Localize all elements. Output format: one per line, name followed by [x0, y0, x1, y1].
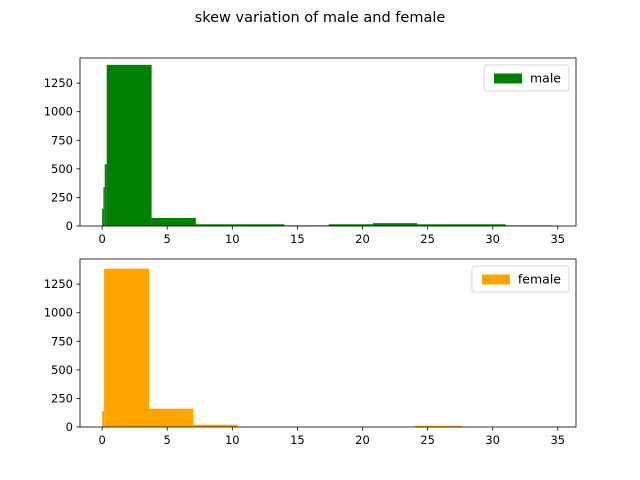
bar-male-10 — [417, 224, 462, 226]
y-tick-label: 500 — [51, 162, 73, 176]
y-tick-label: 750 — [51, 334, 73, 348]
x-tick-label: 0 — [98, 433, 105, 447]
x-tick-label: 30 — [485, 232, 500, 246]
x-tick-label: 20 — [355, 433, 370, 447]
x-tick-label: 30 — [485, 433, 500, 447]
y-tick-label: 0 — [66, 219, 73, 233]
y-tick-label: 1000 — [44, 306, 73, 320]
y-tick-label: 1250 — [44, 277, 73, 291]
legend-swatch — [494, 73, 522, 84]
figure-title: skew variation of male and female — [195, 10, 446, 26]
x-tick-label: 25 — [420, 232, 435, 246]
bar-female-8 — [414, 425, 462, 427]
y-tick-label: 250 — [51, 190, 73, 204]
bar-male-5 — [195, 224, 241, 226]
bar-male-3 — [106, 64, 152, 226]
y-tick-label: 500 — [51, 363, 73, 377]
x-tick-label: 15 — [290, 232, 305, 246]
y-tick-label: 1000 — [44, 105, 73, 119]
x-tick-label: 25 — [420, 433, 435, 447]
bar-female-3 — [193, 424, 238, 427]
bar-female-1 — [104, 268, 149, 427]
bar-female-2 — [149, 408, 194, 427]
axes-frame — [79, 57, 577, 227]
bar-male-1 — [103, 187, 105, 226]
x-tick-label: 35 — [550, 232, 565, 246]
legend: male — [483, 64, 570, 92]
legend: female — [471, 265, 570, 293]
x-tick-label: 5 — [164, 433, 171, 447]
x-tick-label: 35 — [550, 433, 565, 447]
y-tick-label: 250 — [51, 391, 73, 405]
x-tick-label: 10 — [225, 433, 240, 447]
x-tick-label: 15 — [290, 433, 305, 447]
bar-male-6 — [240, 224, 285, 226]
legend-swatch — [481, 274, 510, 285]
axes-frame — [79, 258, 577, 428]
bar-male-9 — [372, 223, 418, 226]
x-tick-label: 0 — [98, 232, 105, 246]
male-histogram: 0 5 10 15 20 25 30 35 0 250 500 750 1000 1250 male — [44, 57, 577, 246]
y-tick-label: 1250 — [44, 76, 73, 90]
x-tick-label: 10 — [225, 232, 240, 246]
bar-female-0 — [102, 411, 105, 427]
bar-male-11 — [461, 224, 506, 226]
x-tick-label: 5 — [164, 232, 171, 246]
legend-box — [471, 265, 570, 293]
bar-male-2 — [104, 164, 107, 226]
x-tick-label: 20 — [355, 232, 370, 246]
legend-label: male — [530, 71, 561, 86]
y-tick-label: 0 — [66, 420, 73, 434]
legend-label: female — [518, 272, 561, 287]
legend-box — [483, 64, 570, 92]
y-tick-label: 750 — [51, 133, 73, 147]
bar-male-0 — [102, 208, 104, 226]
bar-male-8 — [328, 224, 373, 226]
bar-male-4 — [151, 218, 196, 226]
female-histogram: 0 5 10 15 20 25 30 35 0 250 500 750 1000 1250 female — [44, 258, 577, 447]
